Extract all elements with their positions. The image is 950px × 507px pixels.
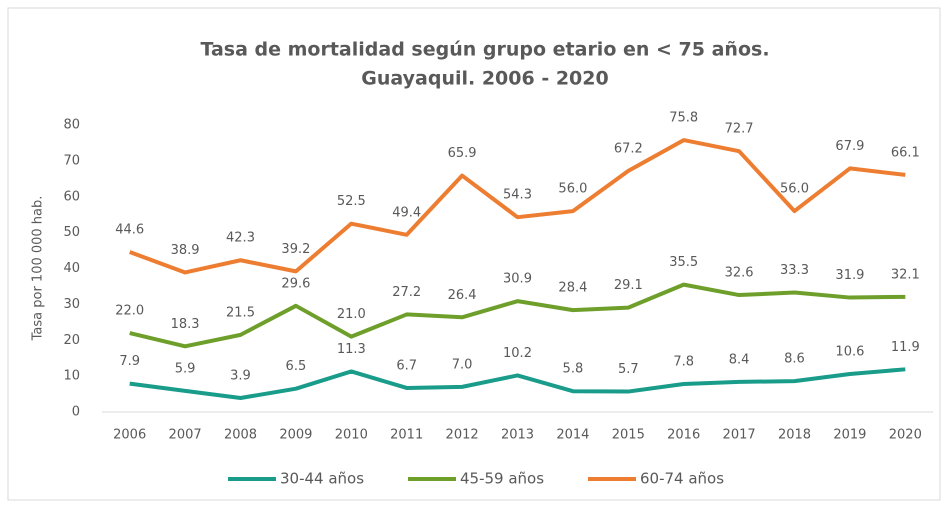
- data-label: 42.3: [226, 231, 255, 246]
- data-label: 28.4: [558, 281, 587, 296]
- x-tick-label: 2019: [833, 428, 866, 443]
- data-label: 6.5: [286, 359, 307, 374]
- y-tick-label: 50: [63, 225, 80, 240]
- data-label: 52.5: [337, 194, 366, 209]
- y-tick-label: 10: [63, 369, 80, 384]
- chart-title: Tasa de mortalidad según grupo etario en…: [200, 39, 769, 61]
- data-label: 27.2: [392, 285, 421, 300]
- data-label: 56.0: [558, 182, 587, 197]
- data-label: 5.7: [618, 362, 639, 377]
- data-label: 11.9: [891, 340, 920, 355]
- y-tick-label: 0: [72, 405, 80, 420]
- data-label: 8.6: [784, 352, 805, 367]
- y-axis-label: Tasa por 100 000 hab.: [31, 196, 46, 342]
- series-line: [129, 282, 906, 349]
- data-label: 7.9: [119, 354, 140, 369]
- y-tick-label: 80: [63, 118, 80, 133]
- data-label: 7.8: [673, 355, 694, 370]
- data-label: 29.1: [614, 278, 643, 293]
- x-tick-label: 2008: [224, 428, 257, 443]
- y-tick-label: 30: [63, 297, 80, 312]
- data-label: 10.2: [503, 346, 532, 361]
- data-label: 10.6: [835, 344, 864, 359]
- x-tick-label: 2017: [723, 428, 756, 443]
- data-label: 67.9: [835, 139, 864, 154]
- data-label: 5.9: [175, 361, 196, 376]
- x-tick-label: 2014: [556, 428, 589, 443]
- chart-border: [7, 7, 941, 501]
- y-tick-label: 20: [63, 333, 80, 348]
- data-label: 22.0: [115, 304, 144, 319]
- data-label: 21.5: [226, 305, 255, 320]
- data-label: 67.2: [614, 141, 643, 156]
- data-label: 35.5: [669, 255, 698, 270]
- y-tick-label: 60: [63, 189, 80, 204]
- data-label: 5.8: [563, 362, 584, 377]
- data-label: 56.0: [780, 182, 809, 197]
- data-label: 38.9: [171, 243, 200, 258]
- x-tick-label: 2009: [279, 428, 312, 443]
- legend-label: 30-44 años: [280, 470, 364, 488]
- data-label: 31.9: [835, 268, 864, 283]
- data-label: 11.3: [337, 342, 366, 357]
- data-label: 6.7: [396, 358, 417, 373]
- x-tick-label: 2010: [335, 428, 368, 443]
- data-label: 30.9: [503, 272, 532, 287]
- data-label: 8.4: [729, 352, 750, 367]
- data-label: 32.1: [891, 267, 920, 282]
- data-label: 7.0: [452, 357, 473, 372]
- data-label: 39.2: [281, 242, 310, 257]
- y-tick-label: 70: [63, 153, 80, 168]
- data-label: 26.4: [448, 288, 477, 303]
- x-tick-label: 2018: [778, 428, 811, 443]
- legend-label: 45-59 años: [460, 470, 544, 488]
- data-label: 32.6: [725, 266, 754, 281]
- data-label: 33.3: [780, 263, 809, 278]
- data-label: 54.3: [503, 188, 532, 203]
- x-tick-label: 2016: [667, 428, 700, 443]
- data-label: 49.4: [392, 205, 421, 220]
- x-tick-label: 2020: [889, 428, 922, 443]
- data-label: 21.0: [337, 307, 366, 322]
- data-label: 29.6: [281, 276, 310, 291]
- x-tick-label: 2011: [390, 428, 423, 443]
- series-line: [129, 138, 906, 275]
- data-label: 18.3: [171, 317, 200, 332]
- data-label: 66.1: [891, 145, 920, 160]
- x-tick-label: 2012: [446, 428, 479, 443]
- x-tick-label: 2013: [501, 428, 534, 443]
- data-label: 3.9: [230, 369, 251, 384]
- x-tick-label: 2015: [612, 428, 645, 443]
- data-label: 65.9: [448, 146, 477, 161]
- data-label: 75.8: [669, 111, 698, 126]
- y-tick-label: 40: [63, 261, 80, 276]
- data-label: 72.7: [725, 122, 754, 137]
- x-tick-label: 2006: [113, 428, 146, 443]
- data-label: 44.6: [115, 222, 144, 237]
- series-line: [129, 367, 906, 401]
- chart-title: Guayaquil. 2006 - 2020: [361, 68, 608, 90]
- legend-label: 60-74 años: [640, 470, 724, 488]
- x-tick-label: 2007: [169, 428, 202, 443]
